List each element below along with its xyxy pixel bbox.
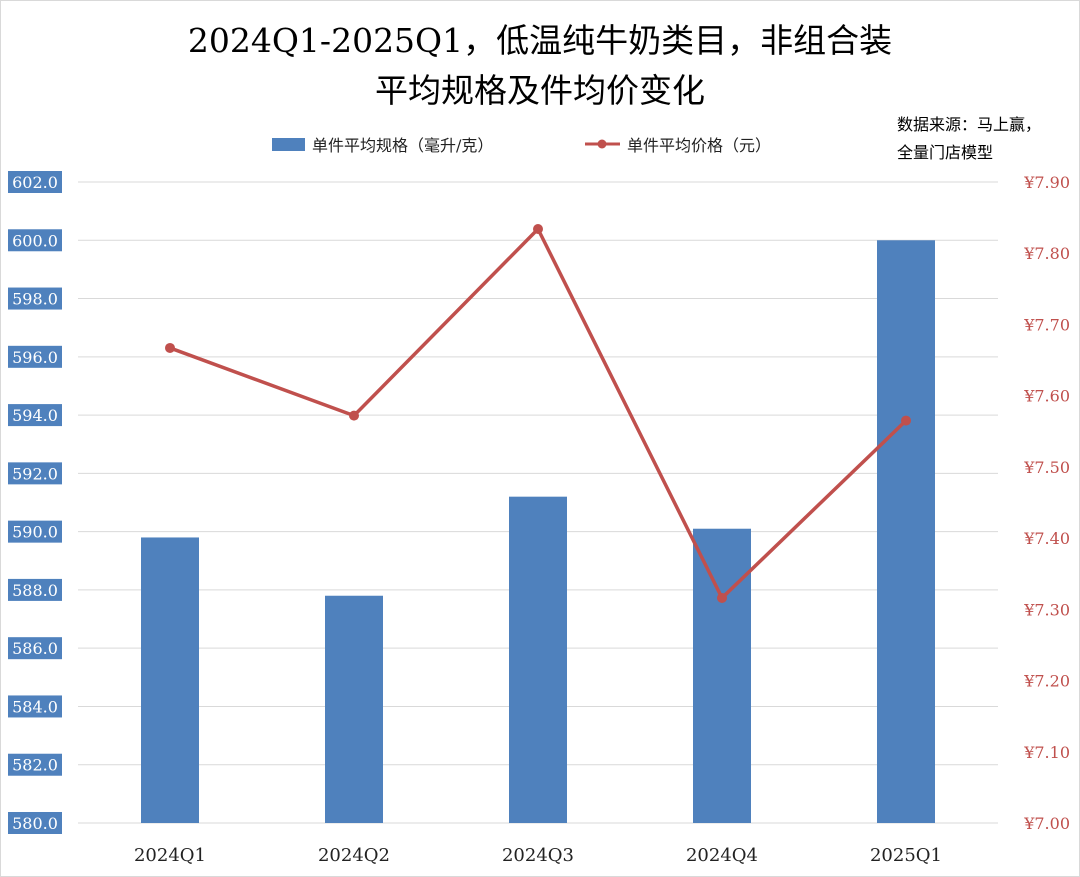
chart-title-line-2: 平均规格及件均价变化	[375, 71, 705, 110]
y-left-tick-bg	[8, 404, 62, 427]
source-note-line-1: 数据来源：马上赢，	[897, 115, 1041, 134]
source-note-line-2: 全量门店模型	[897, 143, 993, 162]
y-right-tick-label: ¥7.30	[1023, 600, 1070, 619]
y-left-tick-bg	[8, 753, 62, 776]
x-tick-label: 2024Q1	[134, 845, 206, 866]
price-point	[717, 592, 727, 603]
y-left-tick-label: 596.0	[12, 348, 58, 367]
bar	[877, 240, 935, 824]
y-left-tick-bg	[8, 812, 62, 834]
bar	[509, 496, 567, 823]
y-left-tick-label: 602.0	[12, 173, 58, 192]
y-right-tick-label: ¥7.00	[1023, 814, 1070, 833]
y-left-tick-label: 586.0	[12, 639, 58, 658]
y-left-tick-bg	[8, 637, 62, 660]
x-tick-label: 2024Q3	[502, 845, 574, 866]
price-point	[349, 410, 359, 421]
y-left-tick-label: 580.0	[12, 814, 58, 833]
y-right-tick-label: ¥7.40	[1023, 529, 1070, 548]
y-left-tick-bg	[8, 171, 62, 193]
y-left-tick-bg	[8, 229, 62, 252]
price-point	[165, 342, 175, 353]
plot-area: 580.0 582.0 584.0 586.0 588.0 590.0 592.0 594.0…	[8, 171, 1070, 866]
y-left-tick-label: 600.0	[12, 231, 58, 250]
y-left-tick-label: 598.0	[12, 290, 58, 309]
y-left-tick-bg	[8, 695, 62, 718]
y-right-tick-label: ¥7.90	[1023, 173, 1070, 192]
legend-swatch-marker	[597, 139, 607, 149]
x-tick-label: 2024Q2	[318, 845, 390, 866]
y-left-tick-label: 592.0	[12, 464, 58, 483]
x-tick-label: 2025Q1	[870, 845, 942, 866]
legend: 单件平均规格（毫升/克） 单件平均价格（元）	[272, 136, 771, 155]
bar	[325, 595, 383, 823]
y-right-tick-label: ¥7.80	[1023, 244, 1070, 263]
y-right-tick-label: ¥7.50	[1023, 458, 1070, 477]
legend-label-line: 单件平均价格（元）	[627, 136, 771, 155]
price-point	[901, 415, 911, 426]
y-left-tick-bg	[8, 578, 62, 601]
y-left-tick-label: 588.0	[12, 581, 58, 600]
x-tick-label: 2024Q4	[686, 845, 758, 866]
y-left-tick-bg	[8, 462, 62, 485]
legend-label-bar: 单件平均规格（毫升/克）	[312, 136, 493, 155]
y-left-tick-label: 594.0	[12, 406, 58, 425]
bar	[693, 528, 751, 823]
y-right-tick-label: ¥7.20	[1023, 672, 1070, 691]
y-left-tick-label: 582.0	[12, 756, 58, 775]
y-left-tick-label: 584.0	[12, 697, 58, 716]
bar	[141, 537, 199, 823]
price-point	[533, 224, 543, 235]
chart-title-line-1: 2024Q1-2025Q1，低温纯牛奶类目，非组合装	[188, 21, 892, 60]
legend-swatch-bar	[272, 138, 305, 151]
y-left-tick-bg	[8, 287, 62, 310]
y-left-tick-label: 590.0	[12, 523, 58, 542]
y-left-tick-bg	[8, 345, 62, 368]
y-right-tick-label: ¥7.60	[1023, 387, 1070, 406]
y-right-tick-label: ¥7.70	[1023, 315, 1070, 334]
y-left-tick-bg	[8, 520, 62, 543]
y-right-tick-label: ¥7.10	[1023, 743, 1070, 762]
